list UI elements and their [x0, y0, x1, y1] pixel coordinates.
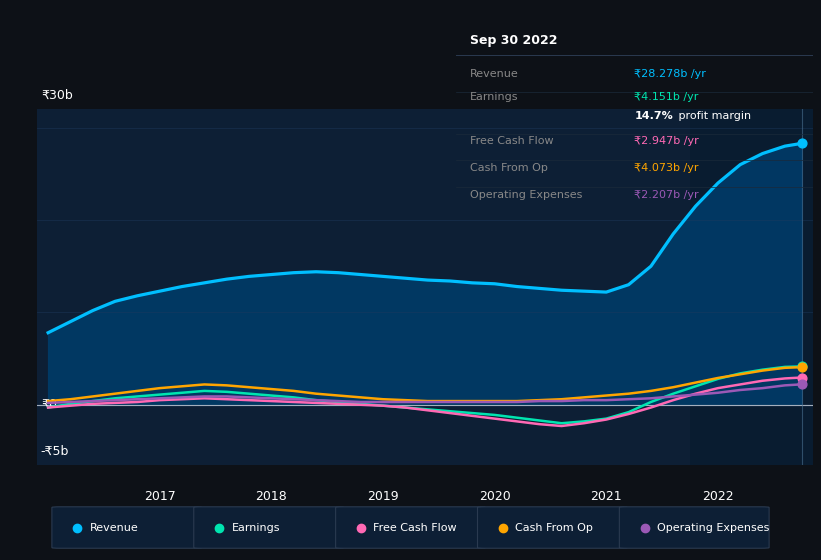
Text: Sep 30 2022: Sep 30 2022: [470, 34, 557, 46]
Text: ₹4.151b /yr: ₹4.151b /yr: [635, 92, 699, 101]
Text: Operating Expenses: Operating Expenses: [657, 522, 769, 533]
Text: Operating Expenses: Operating Expenses: [470, 190, 582, 200]
Text: Revenue: Revenue: [89, 522, 139, 533]
Text: ₹28.278b /yr: ₹28.278b /yr: [635, 68, 706, 78]
Text: 2018: 2018: [255, 489, 287, 503]
Text: 2017: 2017: [144, 489, 176, 503]
Text: Earnings: Earnings: [470, 92, 518, 101]
Text: ₹4.073b /yr: ₹4.073b /yr: [635, 163, 699, 173]
FancyBboxPatch shape: [52, 507, 202, 548]
Text: 2019: 2019: [367, 489, 399, 503]
Point: [795, 363, 808, 372]
Text: 2020: 2020: [479, 489, 511, 503]
FancyBboxPatch shape: [336, 507, 485, 548]
Text: Free Cash Flow: Free Cash Flow: [374, 522, 457, 533]
FancyBboxPatch shape: [478, 507, 627, 548]
Text: Earnings: Earnings: [232, 522, 280, 533]
Text: ₹2.947b /yr: ₹2.947b /yr: [635, 136, 699, 146]
Text: 14.7%: 14.7%: [635, 110, 673, 120]
Text: Cash From Op: Cash From Op: [516, 522, 594, 533]
FancyBboxPatch shape: [194, 507, 343, 548]
Point: [795, 380, 808, 389]
Text: profit margin: profit margin: [676, 110, 751, 120]
Point: [795, 373, 808, 382]
Text: -₹5b: -₹5b: [41, 445, 69, 458]
Text: ₹2.207b /yr: ₹2.207b /yr: [635, 190, 699, 200]
Text: Revenue: Revenue: [470, 68, 519, 78]
Point: [795, 139, 808, 148]
Point: [795, 362, 808, 371]
Text: 2021: 2021: [590, 489, 622, 503]
Text: ₹0: ₹0: [41, 398, 57, 411]
Text: ₹30b: ₹30b: [41, 89, 72, 102]
Bar: [690, 109, 813, 465]
Text: Cash From Op: Cash From Op: [470, 163, 548, 173]
FancyBboxPatch shape: [619, 507, 769, 548]
Text: Free Cash Flow: Free Cash Flow: [470, 136, 553, 146]
Text: 2022: 2022: [702, 489, 734, 503]
